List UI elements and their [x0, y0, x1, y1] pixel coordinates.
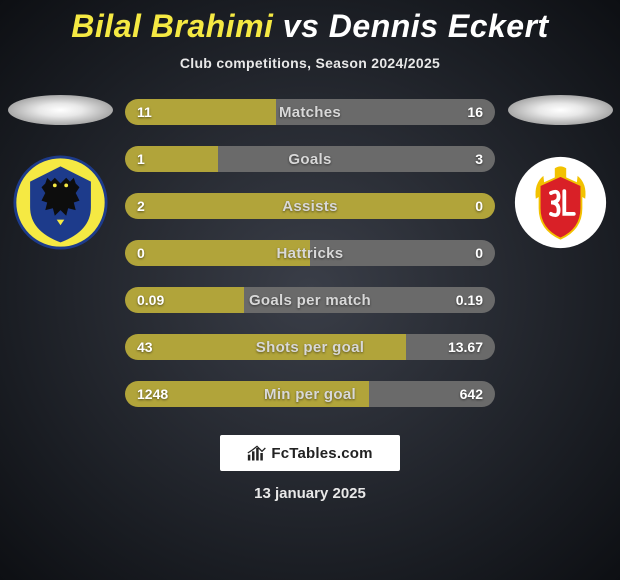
- bars-area: Matches1116Goals13Assists20Hattricks00Go…: [0, 99, 620, 407]
- stat-label: Shots per goal: [125, 339, 495, 356]
- stat-label: Goals: [125, 151, 495, 168]
- fctables-logo-text: FcTables.com: [271, 445, 372, 462]
- bar-chart-icon: [247, 444, 267, 462]
- stat-value-left: 0: [137, 245, 145, 261]
- stat-bar-row: Min per goal1248 642: [125, 381, 495, 407]
- stat-value-left: 2: [137, 198, 145, 214]
- stat-bar-row: Goals1 3: [125, 146, 495, 172]
- stat-value-left: 11: [137, 104, 152, 120]
- stat-bar-row: Hattricks0 0: [125, 240, 495, 266]
- comparison-title: Bilal Brahimi vs Dennis Eckert: [0, 0, 620, 45]
- date-text: 13 january 2025: [0, 485, 620, 502]
- stat-value-left: 1: [137, 151, 145, 167]
- player2-name: Dennis Eckert: [329, 8, 549, 44]
- stat-label: Matches: [125, 104, 495, 121]
- stat-bar-row: Matches11 16: [125, 99, 495, 125]
- stat-label: Goals per match: [125, 292, 495, 309]
- fctables-logo: FcTables.com: [220, 435, 400, 471]
- stat-bar-row: Assists2 0: [125, 193, 495, 219]
- stat-bar-row: Goals per match0.09 0.19: [125, 287, 495, 313]
- stat-label: Hattricks: [125, 245, 495, 262]
- stat-label: Min per goal: [125, 386, 495, 403]
- stat-value-right: 0: [475, 245, 483, 261]
- bars-column: Matches1116Goals13Assists20Hattricks00Go…: [125, 99, 495, 407]
- stat-value-right: 16: [467, 104, 483, 120]
- subtitle: Club competitions, Season 2024/2025: [0, 55, 620, 71]
- stat-value-right: 3: [475, 151, 483, 167]
- stat-label: Assists: [125, 198, 495, 215]
- stat-value-right: 0.19: [456, 292, 483, 308]
- stat-value-left: 0.09: [137, 292, 164, 308]
- stat-value-right: 642: [460, 386, 483, 402]
- stat-bar-row: Shots per goal43 13.67: [125, 334, 495, 360]
- stat-value-left: 43: [137, 339, 153, 355]
- stat-value-right: 13.67: [448, 339, 483, 355]
- stat-value-left: 1248: [137, 386, 168, 402]
- vs-text: vs: [283, 8, 320, 44]
- player1-name: Bilal Brahimi: [71, 8, 273, 44]
- stat-value-right: 0: [475, 198, 483, 214]
